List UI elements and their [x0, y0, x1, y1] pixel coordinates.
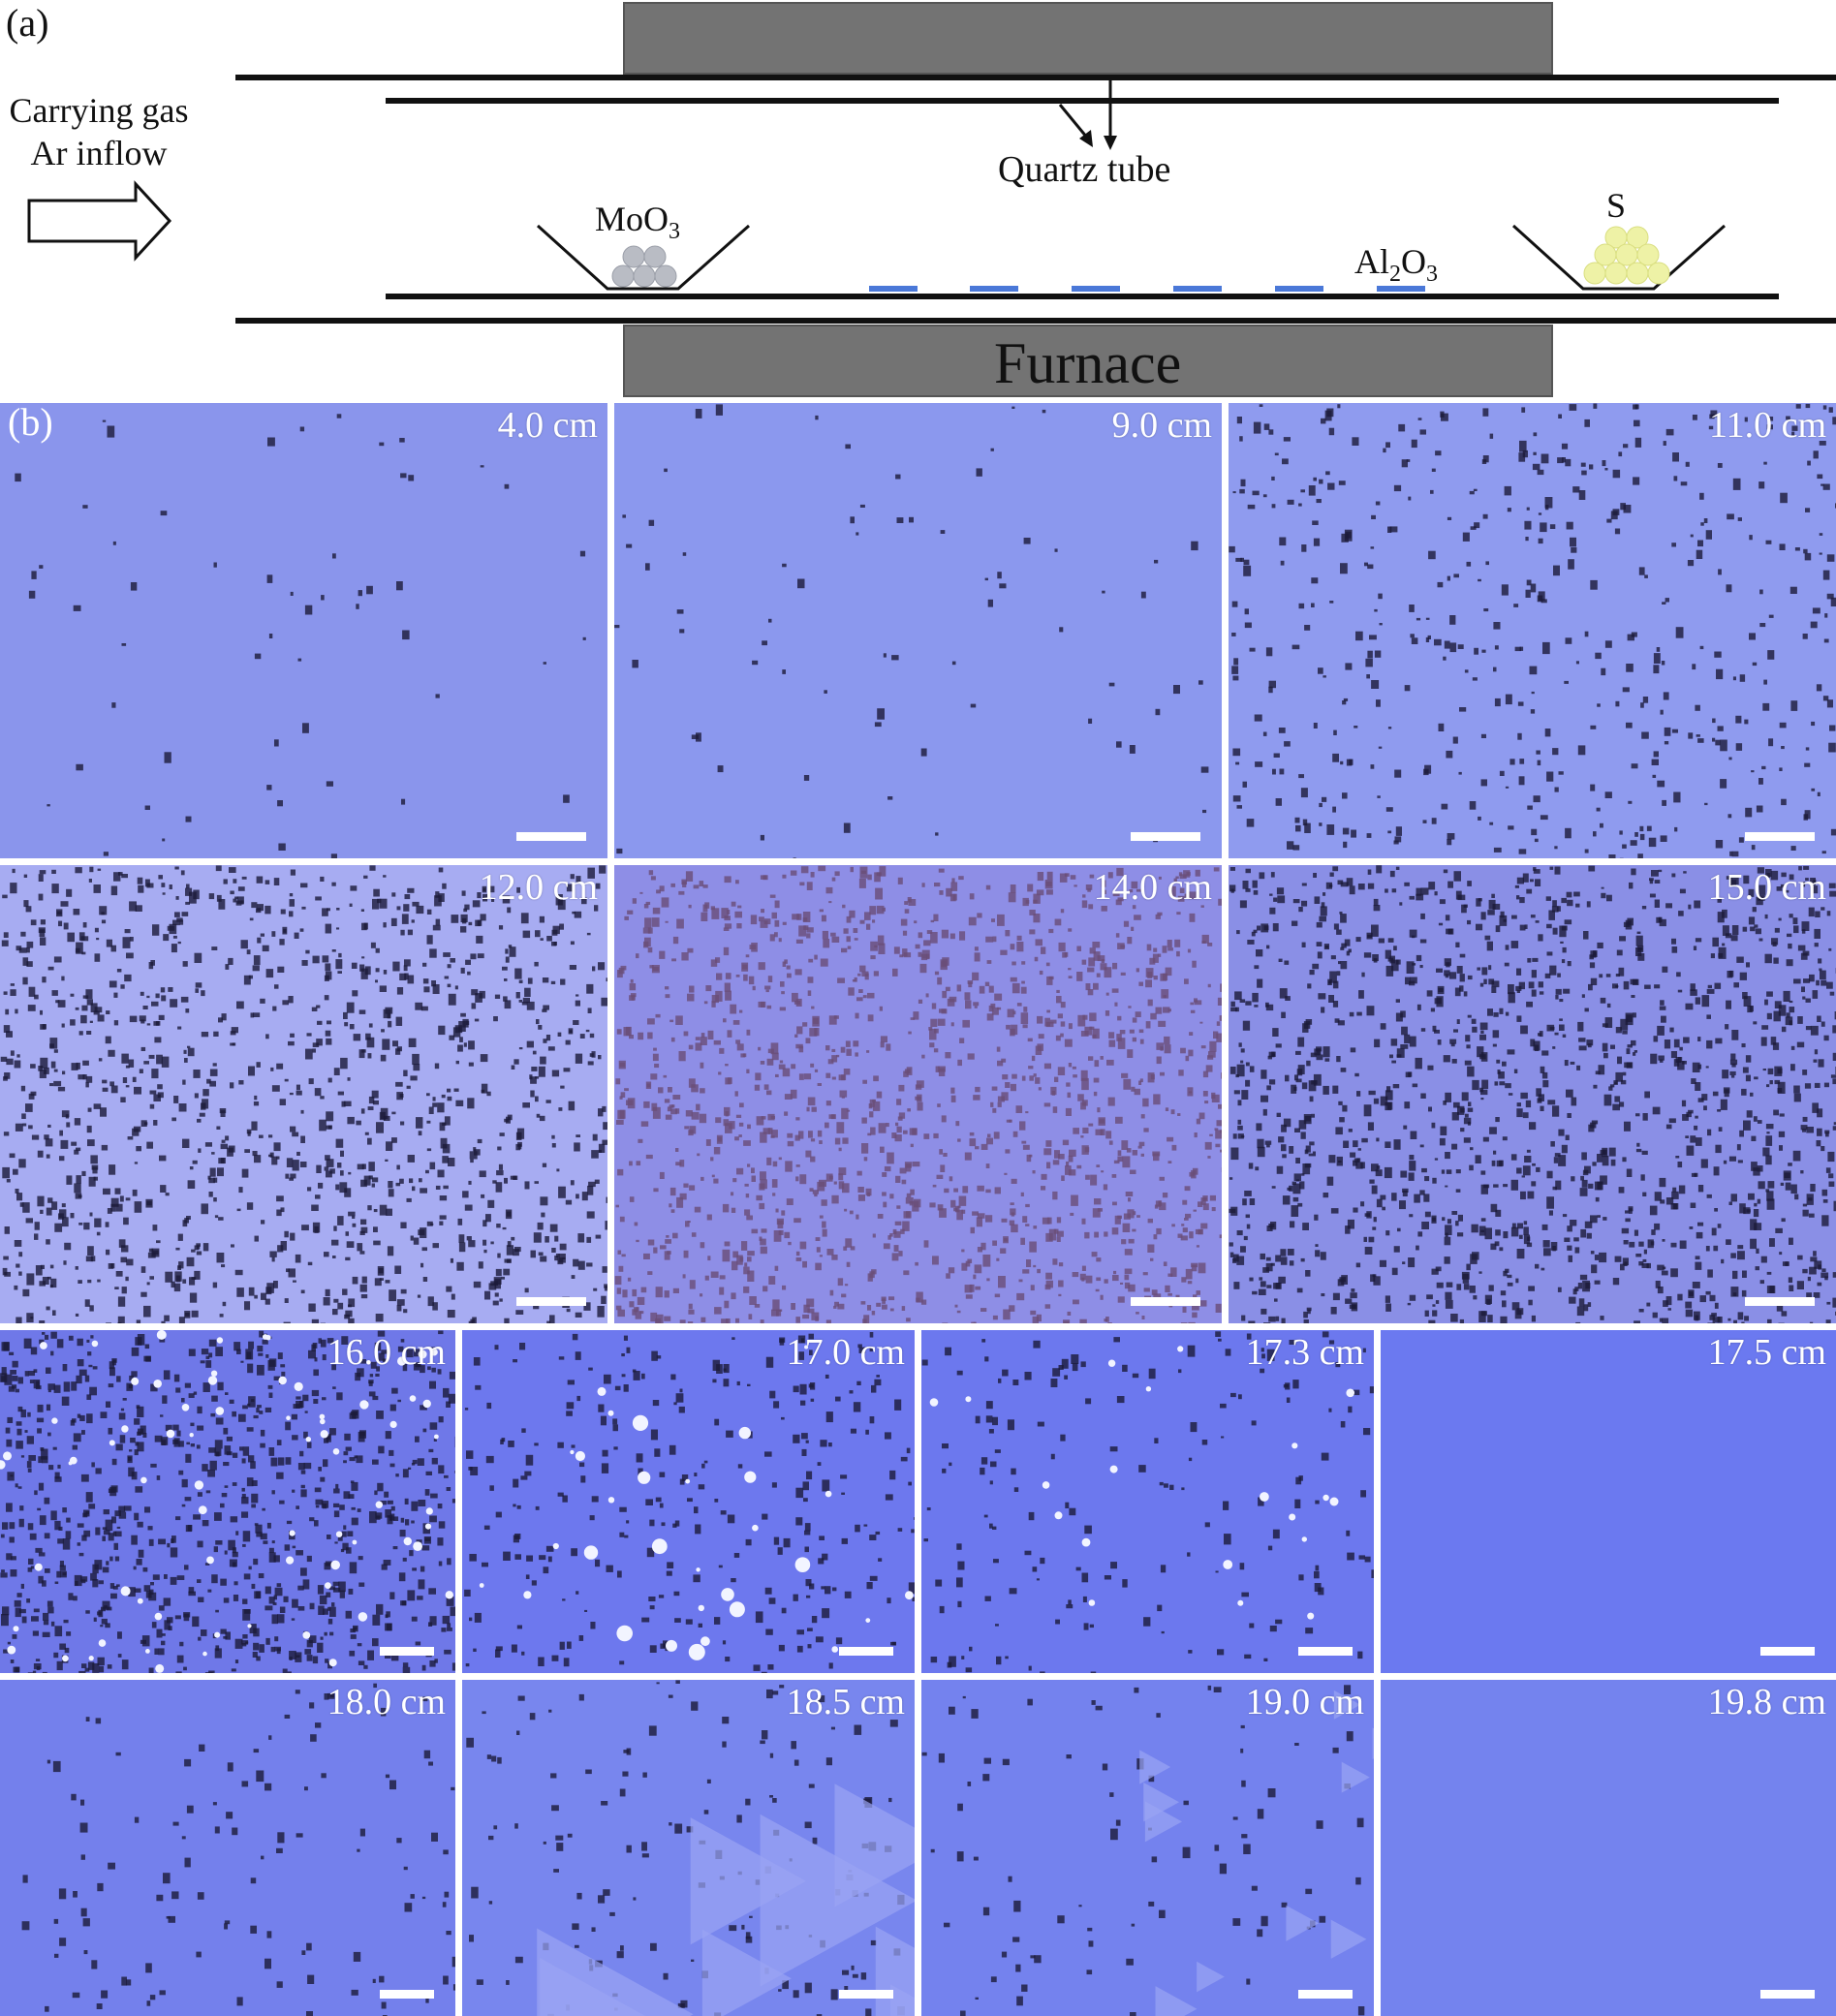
micrograph-170: 17.0 cm — [462, 1330, 915, 1673]
panel-b-label: (b) — [8, 400, 53, 444]
cvd-schematic: (a) Carrying gas Ar inflow Quartz tube M… — [0, 0, 1836, 402]
micrograph-features — [466, 1680, 915, 2016]
scale-bar — [1131, 1297, 1200, 1306]
sulfur-powder — [1583, 226, 1670, 285]
distance-label: 18.5 cm — [786, 1682, 905, 1722]
micrograph-40: 4.0 cm — [0, 403, 607, 858]
scale-bar — [516, 1297, 586, 1306]
micrograph-features — [1381, 1330, 1836, 1673]
distance-label: 4.0 cm — [497, 405, 598, 446]
micrograph-features — [1381, 1680, 1836, 2016]
sulfur-label: S — [1606, 186, 1627, 225]
micrograph-features — [1229, 865, 1836, 1323]
distance-label: 9.0 cm — [1111, 405, 1212, 446]
carrier-gas-line1: Carrying gas — [9, 91, 189, 130]
distance-label: 18.0 cm — [327, 1682, 446, 1722]
scale-bar — [839, 1990, 893, 1999]
distance-label: 15.0 cm — [1707, 867, 1826, 908]
moo3-powder — [611, 245, 677, 288]
substrates — [869, 286, 1425, 292]
micrograph-180: 18.0 cm — [0, 1680, 455, 2016]
distance-label: 17.5 cm — [1707, 1332, 1826, 1373]
micrograph-features — [614, 865, 1222, 1323]
micrograph-173: 17.3 cm — [921, 1330, 1374, 1673]
moo3-label: MoO3 — [595, 200, 681, 245]
scale-bar — [516, 832, 586, 841]
furnace-top-block — [623, 2, 1553, 75]
distance-label: 12.0 cm — [479, 867, 598, 908]
micrograph-190: 19.0 cm — [921, 1680, 1374, 2016]
quartz-tube-label: Quartz tube — [998, 149, 1171, 190]
distance-label: 17.3 cm — [1245, 1332, 1364, 1373]
micrograph-features — [921, 1685, 1374, 2016]
micrograph-198: 19.8 cm — [1381, 1680, 1836, 2016]
micrograph-110: 11.0 cm — [1229, 403, 1836, 858]
sulfur-boat — [1511, 224, 1726, 291]
distance-label: 19.0 cm — [1245, 1682, 1364, 1722]
al2o3-label: Al2O3 — [1354, 242, 1438, 288]
micrograph-175: 17.5 cm — [1381, 1330, 1836, 1673]
micrograph-features — [15, 414, 586, 858]
scale-bar — [839, 1647, 893, 1656]
distance-label: 14.0 cm — [1093, 867, 1212, 908]
micrograph-features — [464, 1332, 915, 1673]
micrograph-185: 18.5 cm — [462, 1680, 915, 2016]
furnace-label: Furnace — [994, 331, 1182, 395]
scale-bar — [380, 1990, 434, 1999]
scale-bar — [1760, 1647, 1815, 1656]
carrier-gas-label: Carrying gas Ar inflow — [2, 89, 196, 174]
micrograph-90: 9.0 cm — [614, 403, 1222, 858]
inflow-arrow — [27, 180, 172, 262]
micrograph-features — [0, 1330, 455, 1673]
distance-label: 11.0 cm — [1708, 405, 1826, 446]
scale-bar — [1131, 832, 1200, 841]
micrograph-features — [614, 404, 1209, 858]
micrograph-features — [1229, 403, 1836, 858]
micrograph-120: 12.0 cm — [0, 865, 607, 1323]
micrograph-150: 15.0 cm — [1229, 865, 1836, 1323]
micrograph-140: 14.0 cm — [614, 865, 1222, 1323]
micrograph-grid: (b) 4.0 cm 9.0 cm 11.0 cm 12.0 cm 14.0 cm 15.… — [0, 403, 1836, 2016]
scale-bar — [1298, 1647, 1353, 1656]
furnace-bottom-block — [623, 325, 1553, 397]
panel-a-label: (a) — [6, 1, 49, 45]
micrograph-features — [0, 865, 607, 1323]
micrograph-features — [921, 1331, 1374, 1673]
schematic-drawing — [27, 2, 1836, 397]
micrograph-160: 16.0 cm — [0, 1330, 455, 1673]
micrograph-features — [21, 1683, 455, 2016]
scale-bar — [1760, 1990, 1815, 1999]
distance-label: 16.0 cm — [327, 1332, 446, 1373]
scale-bar — [1745, 1297, 1815, 1306]
distance-label: 17.0 cm — [786, 1332, 905, 1373]
moo3-boat — [536, 224, 750, 291]
scale-bar — [1298, 1990, 1353, 1999]
scale-bar — [380, 1647, 434, 1656]
distance-label: 19.8 cm — [1707, 1682, 1826, 1722]
scale-bar — [1745, 832, 1815, 841]
carrier-gas-line2: Ar inflow — [30, 134, 168, 172]
